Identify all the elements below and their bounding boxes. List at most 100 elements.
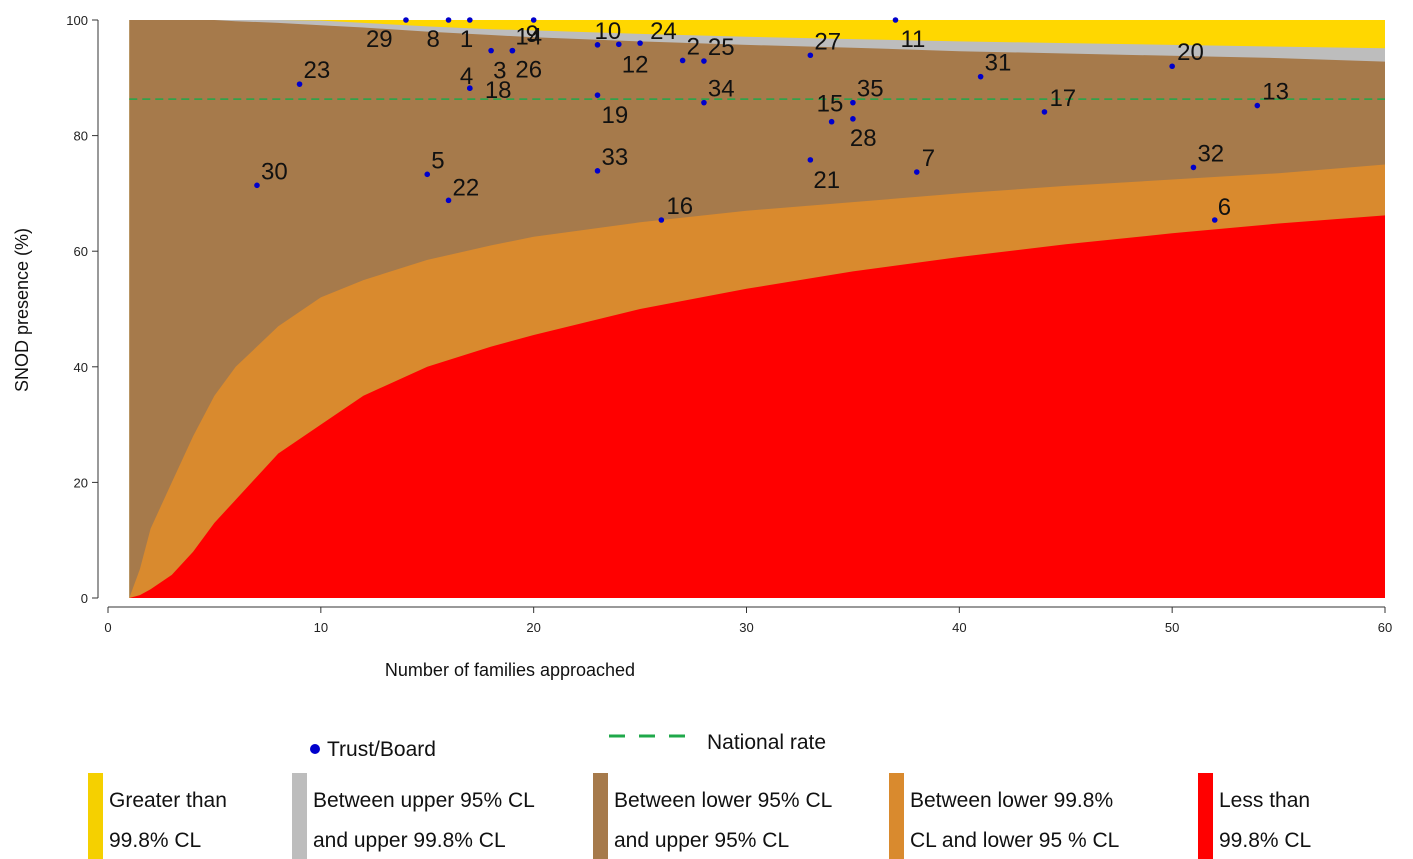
trust-point-label-34: 34 (708, 76, 735, 103)
legend-band-label-5-line1: Less than (1219, 789, 1310, 812)
trust-point-label-14: 14 (515, 24, 542, 51)
trust-point-30 (254, 182, 260, 189)
trust-point-8 (445, 17, 452, 23)
trust-point-19 (594, 92, 601, 98)
trust-point-label-11: 11 (900, 26, 925, 53)
legend-swatch-2 (292, 773, 307, 859)
trust-point-label-28: 28 (850, 125, 877, 152)
trust-point-label-22: 22 (453, 174, 480, 201)
y-tick-label: 60 (74, 244, 88, 259)
trust-point-13 (1254, 102, 1261, 109)
trust-point-22 (445, 197, 452, 204)
legend-swatch-4 (889, 773, 904, 859)
legend-band-label-2-line1: Between upper 95% CL (313, 789, 535, 812)
trust-point-18 (467, 85, 473, 92)
y-tick-label: 20 (74, 475, 88, 490)
trust-point-26 (509, 47, 516, 54)
trust-point-label-26: 26 (515, 57, 542, 84)
legend-band-label-1-line2: 99.8% CL (109, 829, 201, 852)
trust-point-9 (530, 17, 537, 23)
trust-point-25 (701, 58, 707, 64)
trust-point-23 (296, 81, 303, 87)
trust-point-31 (977, 73, 984, 80)
legend: Trust/Board National rate Greater than 99.8… (88, 731, 1311, 859)
trust-point-11 (892, 17, 899, 23)
trust-point-label-3: 3 (493, 58, 506, 85)
trust-point-label-21: 21 (813, 167, 840, 194)
legend-national-label: National rate (707, 731, 826, 754)
trust-point-label-18: 18 (485, 77, 512, 104)
trust-point-label-29: 29 (366, 26, 393, 53)
legend-band-label-3-line1: Between lower 95% CL (614, 789, 832, 812)
trust-point-3 (488, 47, 494, 54)
x-tick-label: 50 (1165, 620, 1179, 635)
trust-point-label-13: 13 (1262, 79, 1289, 106)
trust-point-label-15: 15 (817, 91, 844, 118)
trust-point-label-23: 23 (304, 57, 331, 84)
trust-point-label-4: 4 (460, 63, 473, 90)
trust-point-label-7: 7 (922, 145, 935, 172)
x-axis-label: Number of families approached (385, 660, 635, 680)
trust-point-label-20: 20 (1177, 39, 1204, 66)
trust-point-label-32: 32 (1197, 140, 1224, 167)
trust-point-label-1: 1 (460, 26, 473, 53)
trust-point-label-6: 6 (1218, 194, 1231, 221)
trust-point-7 (913, 169, 920, 175)
trust-point-33 (594, 168, 601, 174)
trust-point-21 (807, 157, 814, 163)
trust-point-12 (616, 41, 622, 48)
x-tick-label: 0 (104, 620, 111, 635)
trust-point-6 (1211, 217, 1218, 223)
x-tick-label: 10 (314, 620, 328, 635)
trust-point-label-31: 31 (985, 50, 1012, 77)
legend-swatch-5 (1198, 773, 1213, 859)
x-tick-label: 30 (739, 620, 753, 635)
band-area-5 (129, 215, 1386, 598)
trust-point-label-33: 33 (602, 144, 629, 171)
confidence-bands (129, 20, 1386, 598)
trust-point-label-9: 9 (526, 21, 539, 48)
legend-band-label-3-line2: and upper 95% CL (614, 829, 789, 852)
trust-point-24 (637, 40, 643, 46)
trust-point-label-10: 10 (595, 18, 622, 45)
y-tick-label: 0 (81, 591, 88, 606)
legend-band-label-4-line1: Between lower 99.8% (910, 789, 1113, 812)
x-tick-label: 20 (526, 620, 540, 635)
trust-point-15 (828, 118, 835, 125)
y-tick-label: 40 (74, 360, 88, 375)
trust-point-16 (658, 217, 665, 223)
y-tick-label: 100 (66, 13, 88, 28)
trust-point-label-8: 8 (427, 26, 440, 53)
trust-point-27 (807, 52, 814, 59)
legend-trust-marker (310, 744, 320, 754)
trust-point-label-27: 27 (814, 28, 841, 55)
trust-point-35 (850, 99, 856, 106)
trust-point-20 (1169, 63, 1175, 70)
y-axis-label: SNOD presence (%) (12, 228, 32, 392)
legend-band-label-5-line2: 99.8% CL (1219, 829, 1311, 852)
trust-point-label-16: 16 (666, 193, 693, 220)
legend-swatch-1 (88, 773, 103, 859)
trust-point-label-17: 17 (1049, 85, 1076, 112)
trust-point-5 (424, 171, 431, 178)
trust-point-17 (1041, 109, 1048, 115)
trust-point-label-24: 24 (650, 18, 677, 45)
trust-point-label-25: 25 (708, 34, 735, 61)
trust-point-32 (1190, 164, 1197, 171)
trust-point-2 (679, 57, 686, 64)
trust-point-1 (467, 17, 473, 23)
trust-point-label-30: 30 (261, 158, 288, 185)
legend-band-label-4-line2: CL and lower 95 % CL (910, 829, 1119, 852)
axes: 0 10 20 30 40 50 60 0 20 40 60 80 100 (66, 13, 1392, 635)
legend-band-label-1-line1: Greater than (109, 789, 227, 812)
trust-point-34 (701, 99, 707, 106)
trust-point-label-12: 12 (622, 51, 649, 78)
trust-point-label-2: 2 (687, 33, 700, 60)
trust-point-label-5: 5 (431, 147, 444, 174)
legend-band-label-2-line2: and upper 99.8% CL (313, 829, 506, 852)
x-tick-label: 60 (1378, 620, 1392, 635)
trust-point-label-35: 35 (857, 76, 884, 103)
y-tick-label: 80 (74, 129, 88, 144)
